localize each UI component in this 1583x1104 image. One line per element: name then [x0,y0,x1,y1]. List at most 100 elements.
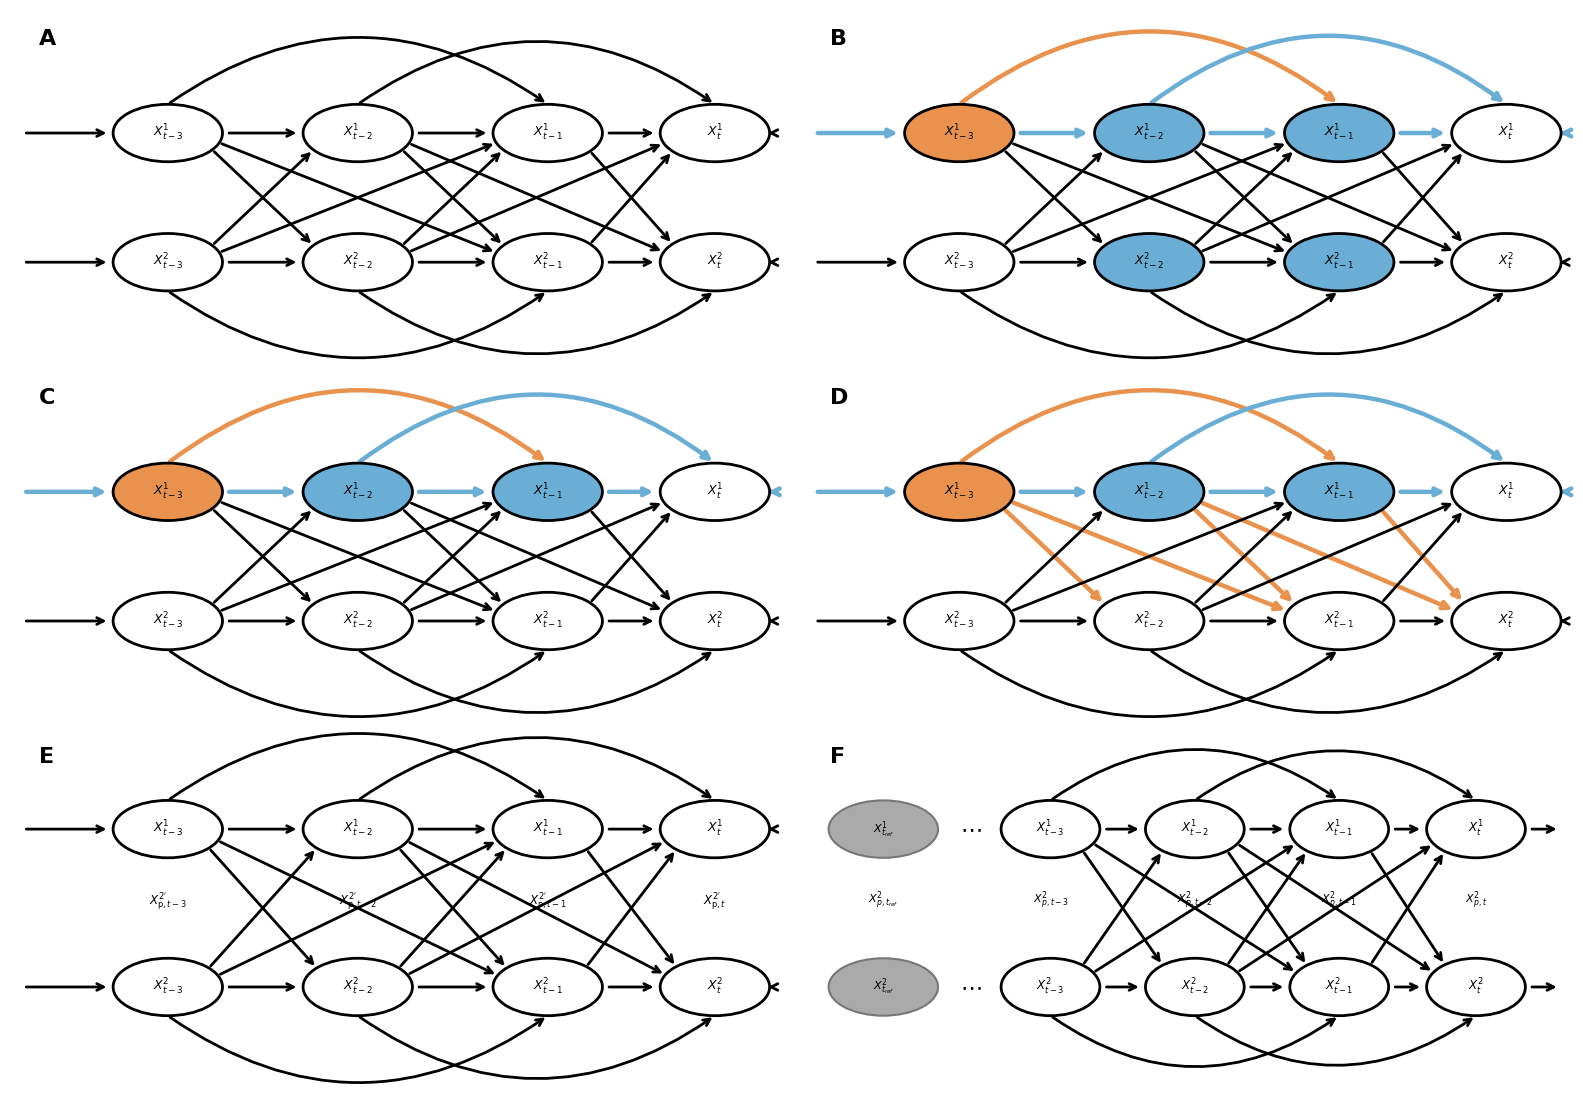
Text: $X^{2}_{t-3}$: $X^{2}_{t-3}$ [943,611,975,631]
Text: $X^{1}_{t}$: $X^{1}_{t}$ [706,819,723,839]
Text: $X^{1}_{t-1}$: $X^{1}_{t-1}$ [1325,123,1353,144]
Text: $X^{2}_{t-1}$: $X^{2}_{t-1}$ [533,611,562,631]
Text: $X^{1}_{t-3}$: $X^{1}_{t-3}$ [152,123,184,144]
Ellipse shape [492,104,603,161]
Ellipse shape [112,464,223,520]
Text: $X^{2}_{t-1}$: $X^{2}_{t-1}$ [533,977,562,997]
Ellipse shape [1284,234,1395,290]
Text: $X^{2}_{t}$: $X^{2}_{t}$ [706,977,723,997]
Ellipse shape [302,464,413,520]
Ellipse shape [660,234,769,290]
Ellipse shape [112,958,223,1016]
Text: $X^{2}_{p,t_{ref}}$: $X^{2}_{p,t_{ref}}$ [867,890,899,912]
Text: $X^{1}_{t}$: $X^{1}_{t}$ [706,481,723,502]
Text: $X^{2}_{t_{ref}}$: $X^{2}_{t_{ref}}$ [872,977,894,997]
Text: $X^{2}_{p,t-1}$: $X^{2}_{p,t-1}$ [1322,890,1357,912]
Ellipse shape [1094,234,1205,290]
Text: $X^{2}_{t}$: $X^{2}_{t}$ [1498,611,1515,631]
Text: $X^{2}_{p,t}$: $X^{2}_{p,t}$ [1464,890,1486,912]
Ellipse shape [302,592,413,649]
Text: $X^{1}_{t-3}$: $X^{1}_{t-3}$ [943,123,975,144]
Ellipse shape [660,800,769,858]
Ellipse shape [1426,800,1526,858]
Text: $X^{2}_{t-1}$: $X^{2}_{t-1}$ [1325,977,1353,997]
Text: $X^{1}_{t-2}$: $X^{1}_{t-2}$ [344,481,372,502]
Ellipse shape [904,234,1015,290]
Text: $X^{2}_{t-1}$: $X^{2}_{t-1}$ [1325,611,1353,631]
Ellipse shape [1452,234,1561,290]
Ellipse shape [1094,464,1205,520]
Ellipse shape [302,800,413,858]
Ellipse shape [904,104,1015,161]
Ellipse shape [112,592,223,649]
Text: $X^{1}_{t-2}$: $X^{1}_{t-2}$ [1135,481,1164,502]
Ellipse shape [112,800,223,858]
Ellipse shape [112,104,223,161]
Text: $X^{2}_{t-2}$: $X^{2}_{t-2}$ [1135,611,1164,631]
Text: $X^{2'}_{\mathrm{p},t-1}$: $X^{2'}_{\mathrm{p},t-1}$ [529,890,567,912]
Ellipse shape [1146,958,1244,1016]
Text: D: D [829,388,848,407]
Text: $X^{2}_{p,t-3}$: $X^{2}_{p,t-3}$ [1032,890,1069,912]
Text: $X^{2}_{t}$: $X^{2}_{t}$ [706,611,723,631]
Ellipse shape [492,958,603,1016]
Text: $X^{1}_{t-3}$: $X^{1}_{t-3}$ [152,481,184,502]
Ellipse shape [1000,958,1100,1016]
Text: $X^{1}_{t-1}$: $X^{1}_{t-1}$ [1325,819,1353,839]
Text: A: A [38,29,55,49]
Text: $X^{2'}_{\mathrm{p},t}$: $X^{2'}_{\mathrm{p},t}$ [703,890,727,912]
Text: $X^{1}_{t-1}$: $X^{1}_{t-1}$ [533,481,562,502]
Ellipse shape [492,234,603,290]
Text: $X^{1}_{t-3}$: $X^{1}_{t-3}$ [943,481,975,502]
Ellipse shape [1290,800,1388,858]
Text: $X^{1}_{t-1}$: $X^{1}_{t-1}$ [1325,481,1353,502]
Text: $X^{1}_{t}$: $X^{1}_{t}$ [706,123,723,144]
Text: $X^{1}_{t-2}$: $X^{1}_{t-2}$ [1135,123,1164,144]
Text: E: E [38,746,54,766]
Text: $X^{2'}_{\mathrm{p},t-3}$: $X^{2'}_{\mathrm{p},t-3}$ [149,890,187,912]
Text: $X^{2}_{t}$: $X^{2}_{t}$ [706,252,723,273]
Ellipse shape [660,592,769,649]
Text: $X^{1}_{t-2}$: $X^{1}_{t-2}$ [344,123,372,144]
Text: $X^{2}_{t}$: $X^{2}_{t}$ [1498,252,1515,273]
Text: $\cdots$: $\cdots$ [959,977,981,997]
Text: $\cdots$: $\cdots$ [959,819,981,839]
Ellipse shape [660,958,769,1016]
Ellipse shape [1146,800,1244,858]
Text: $X^{1}_{t-2}$: $X^{1}_{t-2}$ [344,819,372,839]
Text: $X^{2}_{t-1}$: $X^{2}_{t-1}$ [1325,252,1353,273]
Ellipse shape [1426,958,1526,1016]
Ellipse shape [1290,958,1388,1016]
Text: $X^{2}_{t-3}$: $X^{2}_{t-3}$ [1037,977,1065,997]
Text: $X^{1}_{t-1}$: $X^{1}_{t-1}$ [533,123,562,144]
Text: $X^{2}_{t-2}$: $X^{2}_{t-2}$ [344,611,372,631]
Text: $X^{2}_{t-2}$: $X^{2}_{t-2}$ [344,977,372,997]
Text: $X^{2}_{t-1}$: $X^{2}_{t-1}$ [533,252,562,273]
Text: $X^{1}_{t}$: $X^{1}_{t}$ [1498,481,1515,502]
Text: $X^{2}_{t-3}$: $X^{2}_{t-3}$ [943,252,975,273]
Text: B: B [829,29,847,49]
Text: $X^{1}_{t-2}$: $X^{1}_{t-2}$ [1181,819,1209,839]
Text: $X^{2}_{t}$: $X^{2}_{t}$ [1467,977,1483,997]
Ellipse shape [1452,464,1561,520]
Ellipse shape [1284,592,1395,649]
Text: $X^{2}_{p,t-2}$: $X^{2}_{p,t-2}$ [1176,890,1213,912]
Ellipse shape [828,800,939,858]
Ellipse shape [492,464,603,520]
Ellipse shape [828,958,939,1016]
Ellipse shape [492,800,603,858]
Ellipse shape [1000,800,1100,858]
Ellipse shape [1094,592,1205,649]
Ellipse shape [1094,104,1205,161]
Text: $X^{2}_{t-2}$: $X^{2}_{t-2}$ [1135,252,1164,273]
Text: F: F [829,746,845,766]
Ellipse shape [660,464,769,520]
Text: $X^{2}_{t-3}$: $X^{2}_{t-3}$ [152,977,184,997]
Text: $X^{1}_{t}$: $X^{1}_{t}$ [1467,819,1483,839]
Text: $X^{2}_{t-2}$: $X^{2}_{t-2}$ [344,252,372,273]
Ellipse shape [1284,104,1395,161]
Text: $X^{1}_{t_{ref}}$: $X^{1}_{t_{ref}}$ [872,819,894,839]
Text: C: C [38,388,55,407]
Ellipse shape [492,592,603,649]
Text: $X^{1}_{t-1}$: $X^{1}_{t-1}$ [533,819,562,839]
